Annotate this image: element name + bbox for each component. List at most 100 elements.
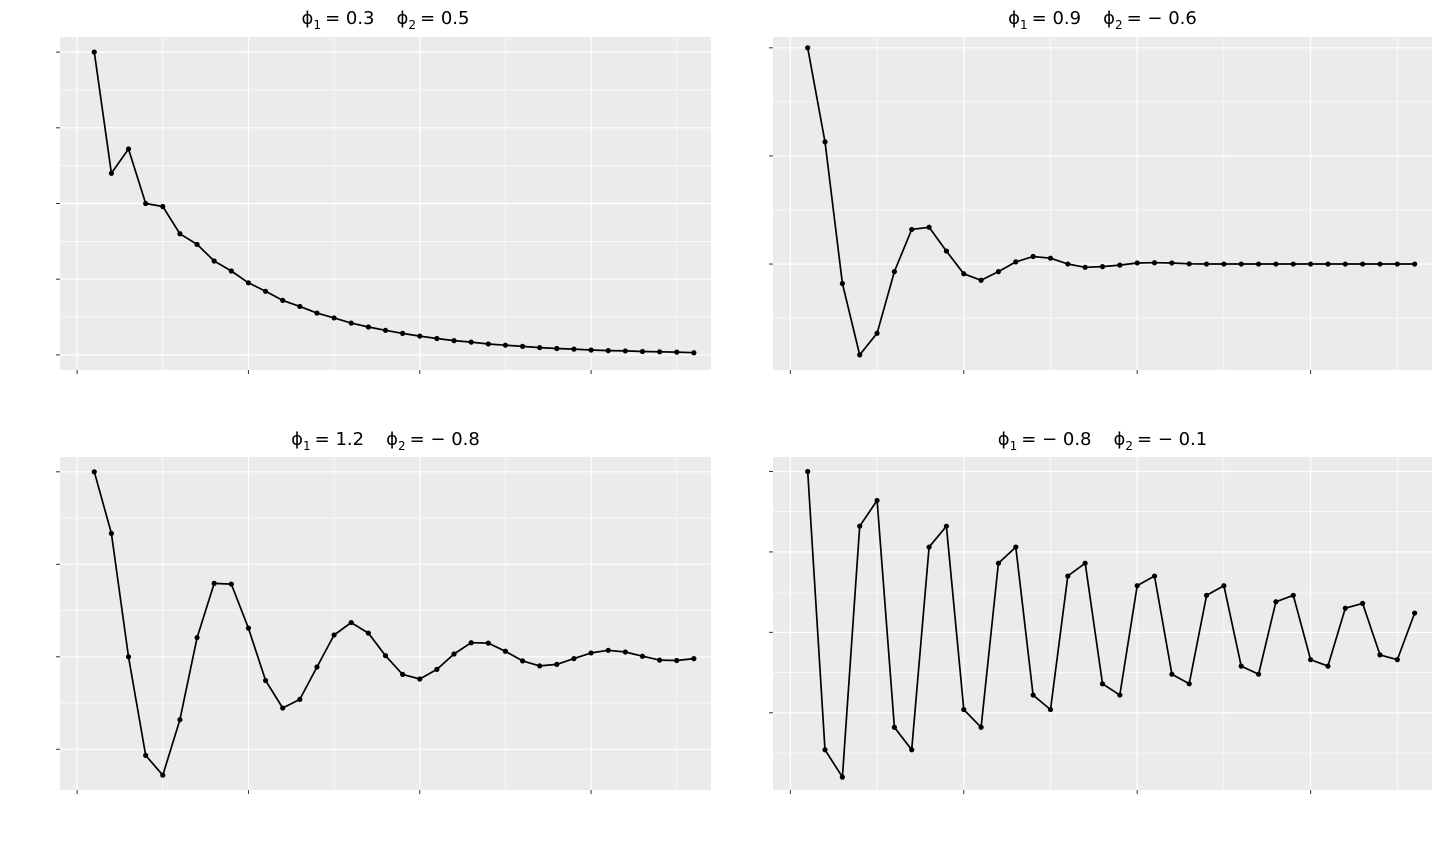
title-phi2-sub: 2 <box>398 439 406 453</box>
acf-point <box>400 671 406 677</box>
acf-point <box>1047 706 1054 713</box>
acf-point <box>485 341 491 347</box>
acf-panel-1: ϕ1 = 0.3 ϕ2 = 0.5 <box>56 8 711 374</box>
acf-point <box>1013 544 1019 550</box>
acf-point <box>978 724 984 730</box>
acf-point <box>348 619 354 626</box>
acf-point <box>211 258 217 264</box>
acf-point <box>417 676 423 682</box>
acf-panel-4: ϕ1 = − 0.8 ϕ2 = − 0.1 <box>769 429 1432 794</box>
acf-point <box>926 544 932 550</box>
acf-point <box>1394 657 1400 663</box>
acf-point <box>1342 605 1348 611</box>
acf-point <box>160 203 166 210</box>
acf-point <box>177 717 183 723</box>
acf-point <box>451 651 457 657</box>
acf-point <box>874 497 880 504</box>
title-phi2-sub: 2 <box>1125 439 1133 453</box>
acf-point <box>297 696 303 702</box>
acf-point <box>622 348 628 354</box>
acf-point <box>1030 692 1036 698</box>
acf-point <box>839 280 845 287</box>
title-phi1-sub: 1 <box>1010 439 1018 453</box>
acf-point <box>605 647 611 653</box>
acf-point <box>1186 681 1192 687</box>
acf-point <box>194 241 200 247</box>
acf-point <box>554 661 560 667</box>
acf-point <box>995 269 1002 275</box>
acf-point <box>1308 657 1314 663</box>
acf-point <box>657 657 663 663</box>
acf-point <box>1203 261 1210 267</box>
acf-point <box>1186 261 1192 267</box>
acf-panel-2: ϕ1 = 0.9 ϕ2 = − 0.6 <box>769 8 1432 374</box>
acf-point <box>1169 260 1175 266</box>
acf-point <box>1290 261 1296 267</box>
acf-point <box>554 345 560 352</box>
acf-point <box>1082 560 1088 566</box>
acf-point <box>588 347 594 353</box>
acf-point <box>571 346 577 352</box>
acf-panel-3: ϕ1 = 1.2 ϕ2 = − 0.8 <box>56 429 711 794</box>
acf-point <box>228 581 234 587</box>
title-phi2-sub: 2 <box>1115 18 1123 32</box>
acf-point <box>537 663 543 669</box>
acf-point <box>1255 261 1262 267</box>
title-phi2-value: = − 0.8 <box>410 429 480 450</box>
acf-point <box>1290 592 1296 598</box>
acf-point <box>1203 592 1210 598</box>
panel-background <box>60 457 711 790</box>
acf-point <box>108 170 114 176</box>
acf-point <box>605 348 611 354</box>
acf-point <box>143 200 149 207</box>
acf-point <box>1273 261 1279 267</box>
acf-point <box>1082 264 1088 270</box>
acf-point <box>485 640 491 646</box>
acf-point <box>314 664 320 670</box>
acf-point <box>451 338 457 344</box>
acf-line <box>93 51 694 354</box>
title-phi2-symbol: ϕ <box>397 8 409 29</box>
title-phi1-value: = 0.9 <box>1032 8 1081 29</box>
acf-point <box>657 349 663 355</box>
acf-point <box>909 226 915 233</box>
acf-point <box>125 654 132 660</box>
title-phi1-symbol: ϕ <box>1008 8 1020 29</box>
acf-point <box>874 330 880 336</box>
acf-point <box>160 772 166 778</box>
acf-point <box>1047 255 1054 261</box>
acf-point <box>537 344 543 351</box>
acf-point <box>1117 262 1123 268</box>
acf-point <box>674 657 680 664</box>
acf-point <box>1030 253 1036 260</box>
acf-point <box>280 297 286 303</box>
acf-point <box>1151 260 1158 266</box>
acf-point <box>91 49 97 55</box>
acf-point <box>1221 583 1227 589</box>
acf-point <box>1065 573 1071 579</box>
acf-point <box>995 560 1002 566</box>
title-phi1-symbol: ϕ <box>302 8 314 29</box>
title-phi2-value: = − 0.1 <box>1137 429 1207 450</box>
acf-point <box>978 277 984 283</box>
acf-line <box>806 471 1416 778</box>
acf-point <box>571 656 577 662</box>
acf-point <box>245 280 252 286</box>
acf-point <box>245 625 252 631</box>
acf-point <box>639 653 646 659</box>
acf-point <box>1065 261 1071 267</box>
acf-point <box>961 706 967 713</box>
acf-point <box>1255 671 1262 677</box>
acf-point <box>1134 583 1140 589</box>
title-phi1-value: = − 0.8 <box>1021 429 1091 450</box>
acf-point <box>331 315 337 321</box>
acf-point <box>365 324 371 330</box>
acf-point <box>143 752 149 759</box>
acf-point <box>468 339 474 345</box>
acf-point <box>348 320 354 326</box>
acf-point <box>1099 264 1106 270</box>
acf-point <box>891 269 897 275</box>
acf-point <box>857 523 863 529</box>
acf-point <box>943 523 950 529</box>
title-phi2-value: = − 0.6 <box>1127 8 1197 29</box>
